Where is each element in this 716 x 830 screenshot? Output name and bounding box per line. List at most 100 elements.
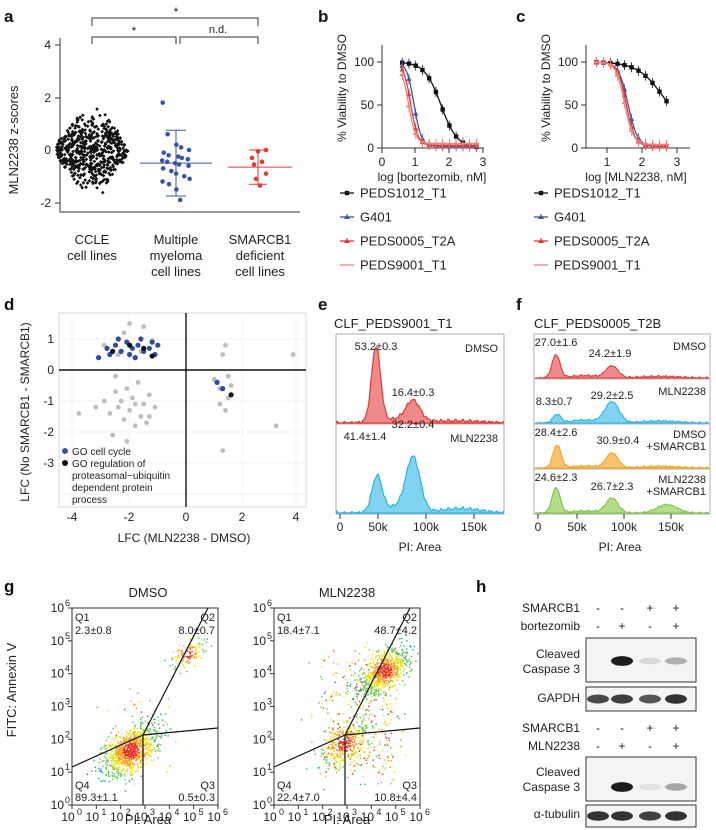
g-ytick-exp: 6: [267, 598, 272, 608]
dose-curve: [401, 74, 478, 145]
g-event: [203, 639, 205, 641]
g-event: [157, 743, 160, 745]
g-ytick-exp: 1: [65, 762, 70, 772]
g-event: [386, 654, 388, 656]
d-point-blue: [112, 342, 119, 348]
g-event: [339, 767, 341, 769]
g-event: [149, 745, 151, 748]
g-event: [116, 747, 119, 749]
g-event: [124, 752, 126, 754]
g-event: [330, 732, 332, 735]
g-event: [394, 668, 396, 670]
g-event: [194, 649, 197, 652]
g-event: [336, 754, 338, 756]
g-event: [158, 735, 161, 737]
g-event: [112, 768, 114, 770]
g-event: [124, 760, 126, 763]
g-event: [147, 730, 150, 733]
d-ytick: 0: [47, 363, 54, 377]
g-event: [320, 748, 323, 750]
g-event: [390, 760, 393, 762]
g-event: [129, 773, 131, 775]
g-frame: [273, 607, 421, 806]
legend-marker: [344, 214, 350, 219]
g-event: [330, 759, 333, 762]
panel-b-label: b: [318, 7, 328, 26]
g-event: [125, 738, 127, 740]
g-event: [391, 648, 394, 650]
g-event: [145, 737, 147, 739]
ccle-dot: [78, 175, 82, 180]
panel-c-label: c: [516, 7, 525, 26]
g-event: [194, 657, 196, 659]
g-event: [369, 679, 371, 681]
g-event: [133, 748, 136, 750]
data-point: [413, 110, 419, 116]
g-event: [135, 733, 137, 735]
g-event: [96, 706, 98, 709]
g-event: [395, 652, 397, 654]
g-event: [406, 652, 408, 654]
g-event: [357, 694, 360, 696]
g-event: [145, 732, 147, 734]
g-event: [151, 724, 154, 726]
g-event: [357, 747, 359, 749]
g-event: [174, 656, 176, 658]
g-event: [118, 735, 121, 738]
g-ytick-label: 10: [253, 798, 267, 812]
g-event: [314, 753, 316, 755]
g-event: [148, 739, 150, 741]
g-event: [399, 673, 402, 675]
g-event: [363, 730, 365, 733]
g-event: [153, 729, 156, 731]
g-event: [135, 753, 138, 756]
g-event: [146, 743, 149, 745]
g-ytick-label: 10: [51, 798, 65, 812]
g-event: [344, 678, 347, 681]
g-event: [377, 662, 379, 664]
g-event: [371, 686, 374, 688]
ccle-dot: [90, 180, 95, 184]
g-event: [359, 757, 362, 759]
ccle-dot: [81, 167, 85, 172]
g-event: [112, 749, 114, 752]
g-event: [132, 769, 134, 771]
g-event: [125, 758, 127, 760]
g-ytick-exp: 3: [267, 697, 272, 707]
g-event: [115, 755, 117, 757]
g-event: [373, 694, 376, 697]
ccle-dot: [88, 139, 93, 143]
g-event: [363, 689, 365, 692]
ccle-dot: [117, 159, 122, 164]
g-event: [205, 650, 207, 652]
g-event: [405, 634, 407, 637]
g-event: [129, 762, 132, 764]
g-event: [388, 661, 390, 664]
g-event: [385, 661, 388, 664]
g-event: [405, 663, 407, 665]
g-event: [395, 655, 397, 657]
g-event: [390, 782, 393, 785]
g-event: [154, 718, 156, 721]
g-event: [125, 745, 127, 747]
g-ytick-label: 10: [253, 634, 267, 648]
g-event: [339, 728, 342, 730]
g-event: [366, 698, 368, 700]
g-event: [356, 695, 358, 697]
g-event: [374, 668, 376, 670]
h-sign: +: [618, 739, 625, 753]
g-event: [370, 692, 372, 694]
myeloma-dot: [185, 156, 191, 162]
g-event: [357, 748, 360, 750]
d-point-blue: [214, 379, 220, 385]
g-event: [404, 656, 407, 659]
g-event: [365, 676, 368, 678]
g-event: [384, 670, 386, 673]
g-event: [140, 744, 142, 747]
g-event: [332, 732, 334, 734]
g-event: [381, 708, 384, 711]
g-event: [337, 723, 340, 725]
g-event: [124, 746, 126, 748]
g-event: [398, 657, 400, 660]
g-event: [360, 763, 363, 766]
